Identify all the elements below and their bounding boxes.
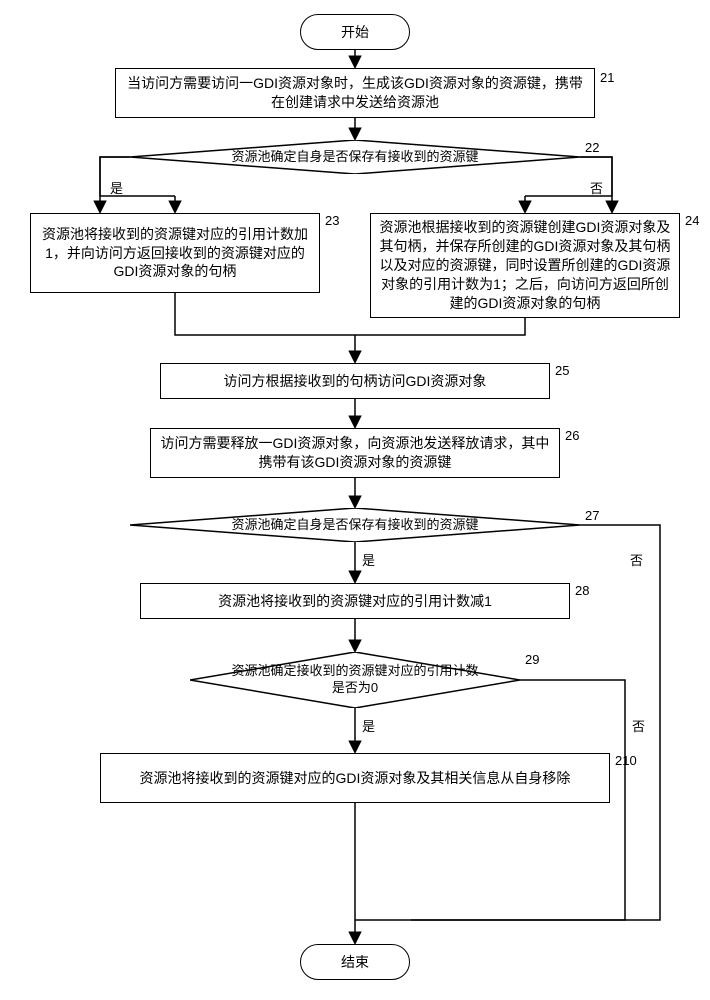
yes-27: 是 (362, 554, 375, 567)
step-210: 资源池将接收到的资源键对应的GDI资源对象及其相关信息从自身移除 (100, 753, 610, 803)
num-22: 22 (585, 140, 599, 155)
num-29-text: 29 (525, 652, 539, 667)
num-27: 27 (585, 508, 599, 523)
step-26: 访问方需要释放一GDI资源对象，向资源池发送释放请求，其中携带有该GDI资源对象… (150, 428, 560, 478)
decision-22: 资源池确定自身是否保存有接收到的资源键 (130, 140, 580, 174)
step-210-text: 资源池将接收到的资源键对应的GDI资源对象及其相关信息从自身移除 (140, 769, 571, 788)
step-28: 资源池将接收到的资源键对应的引用计数减1 (140, 583, 570, 619)
end-label: 结束 (341, 953, 369, 972)
no-22-text: 否 (590, 181, 603, 196)
step-23: 资源池将接收到的资源键对应的引用计数加1，并向访问方返回接收到的资源键对应的GD… (30, 213, 320, 293)
step-25-text: 访问方根据接收到的句柄访问GDI资源对象 (224, 372, 487, 391)
step-24-text: 资源池根据接收到的资源键创建GDI资源对象及其句柄，并保存所创建的GDI资源对象… (377, 218, 673, 312)
step-25: 访问方根据接收到的句柄访问GDI资源对象 (160, 363, 550, 399)
step-26-text: 访问方需要释放一GDI资源对象，向资源池发送释放请求，其中携带有该GDI资源对象… (157, 434, 553, 472)
num-21: 21 (600, 70, 614, 85)
yes-22: 是 (110, 182, 123, 195)
num-23-text: 23 (325, 213, 339, 228)
start-label: 开始 (341, 23, 369, 42)
no-27: 否 (630, 554, 643, 567)
no-29: 否 (632, 720, 645, 733)
decision-27: 资源池确定自身是否保存有接收到的资源键 (130, 508, 580, 542)
no-27-text: 否 (630, 553, 643, 568)
num-22-text: 22 (585, 140, 599, 155)
num-27-text: 27 (585, 508, 599, 523)
step-21-text: 当访问方需要访问一GDI资源对象时，生成该GDI资源对象的资源键，携带在创建请求… (122, 74, 588, 112)
num-26: 26 (565, 428, 579, 443)
start-terminal: 开始 (300, 14, 410, 50)
yes-27-text: 是 (362, 553, 375, 568)
decision-29: 资源池确定接收到的资源键对应的引用计数是否为0 (190, 652, 520, 708)
num-26-text: 26 (565, 428, 579, 443)
no-29-text: 否 (632, 719, 645, 734)
yes-22-text: 是 (110, 181, 123, 196)
num-25-text: 25 (555, 363, 569, 378)
num-24: 24 (685, 213, 699, 228)
num-210-text: 210 (615, 753, 637, 768)
step-23-text: 资源池将接收到的资源键对应的引用计数加1，并向访问方返回接收到的资源键对应的GD… (37, 225, 313, 282)
num-28: 28 (575, 583, 589, 598)
num-28-text: 28 (575, 583, 589, 598)
num-24-text: 24 (685, 213, 699, 228)
step-24: 资源池根据接收到的资源键创建GDI资源对象及其句柄，并保存所创建的GDI资源对象… (370, 213, 680, 318)
step-28-text: 资源池将接收到的资源键对应的引用计数减1 (218, 592, 492, 611)
yes-29-text: 是 (362, 719, 375, 734)
num-29: 29 (525, 652, 539, 667)
decision-22-text: 资源池确定自身是否保存有接收到的资源键 (231, 149, 478, 166)
yes-29: 是 (362, 720, 375, 733)
num-23: 23 (325, 213, 339, 228)
step-21: 当访问方需要访问一GDI资源对象时，生成该GDI资源对象的资源键，携带在创建请求… (115, 68, 595, 118)
end-terminal: 结束 (300, 944, 410, 980)
num-25: 25 (555, 363, 569, 378)
no-22: 否 (590, 182, 603, 195)
decision-27-text: 资源池确定自身是否保存有接收到的资源键 (231, 517, 478, 534)
num-21-text: 21 (600, 70, 614, 85)
num-210: 210 (615, 753, 637, 768)
decision-29-text: 资源池确定接收到的资源键对应的引用计数是否为0 (229, 663, 481, 697)
